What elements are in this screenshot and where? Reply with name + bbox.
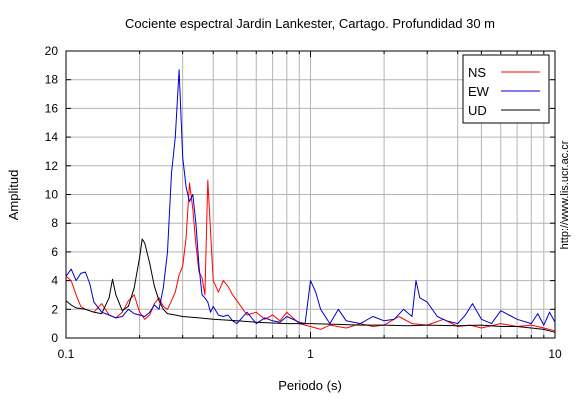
x-tick-label: 1 [307, 347, 314, 361]
y-tick-label: 20 [45, 44, 59, 58]
y-tick-label: 2 [51, 302, 58, 316]
legend-label-ns: NS [468, 65, 486, 80]
x-tick-label: 10 [548, 347, 562, 361]
legend-label-ud: UD [468, 103, 487, 118]
x-axis-label: Periodo (s) [278, 378, 342, 393]
y-tick-label: 18 [45, 73, 59, 87]
x-tick-label: 0.1 [58, 347, 75, 361]
y-axis-label: Amplitud [6, 170, 21, 221]
series-lines [65, 69, 556, 333]
y-tick-label: 12 [45, 159, 59, 173]
axis-ticks: 0 2 4 6 8 10 12 14 16 18 20 0.1 1 10 [45, 44, 562, 361]
legend: NS EW UD [462, 54, 550, 124]
series-line-ud [65, 238, 556, 333]
y-tick-label: 4 [51, 274, 58, 288]
y-tick-label: 14 [45, 130, 59, 144]
chart-title: Cociente espectral Jardin Lankester, Car… [125, 16, 495, 31]
series-line-ew [65, 69, 556, 326]
source-url-text: http://www.lis.ucr.ac.cr [559, 140, 571, 249]
legend-label-ew: EW [468, 84, 490, 99]
y-tick-label: 6 [51, 245, 58, 259]
y-tick-label: 16 [45, 101, 59, 115]
legend-box [462, 54, 550, 124]
y-tick-label: 0 [51, 331, 58, 345]
y-tick-label: 10 [45, 188, 59, 202]
grid-lines [66, 51, 555, 338]
y-tick-label: 8 [51, 216, 58, 230]
